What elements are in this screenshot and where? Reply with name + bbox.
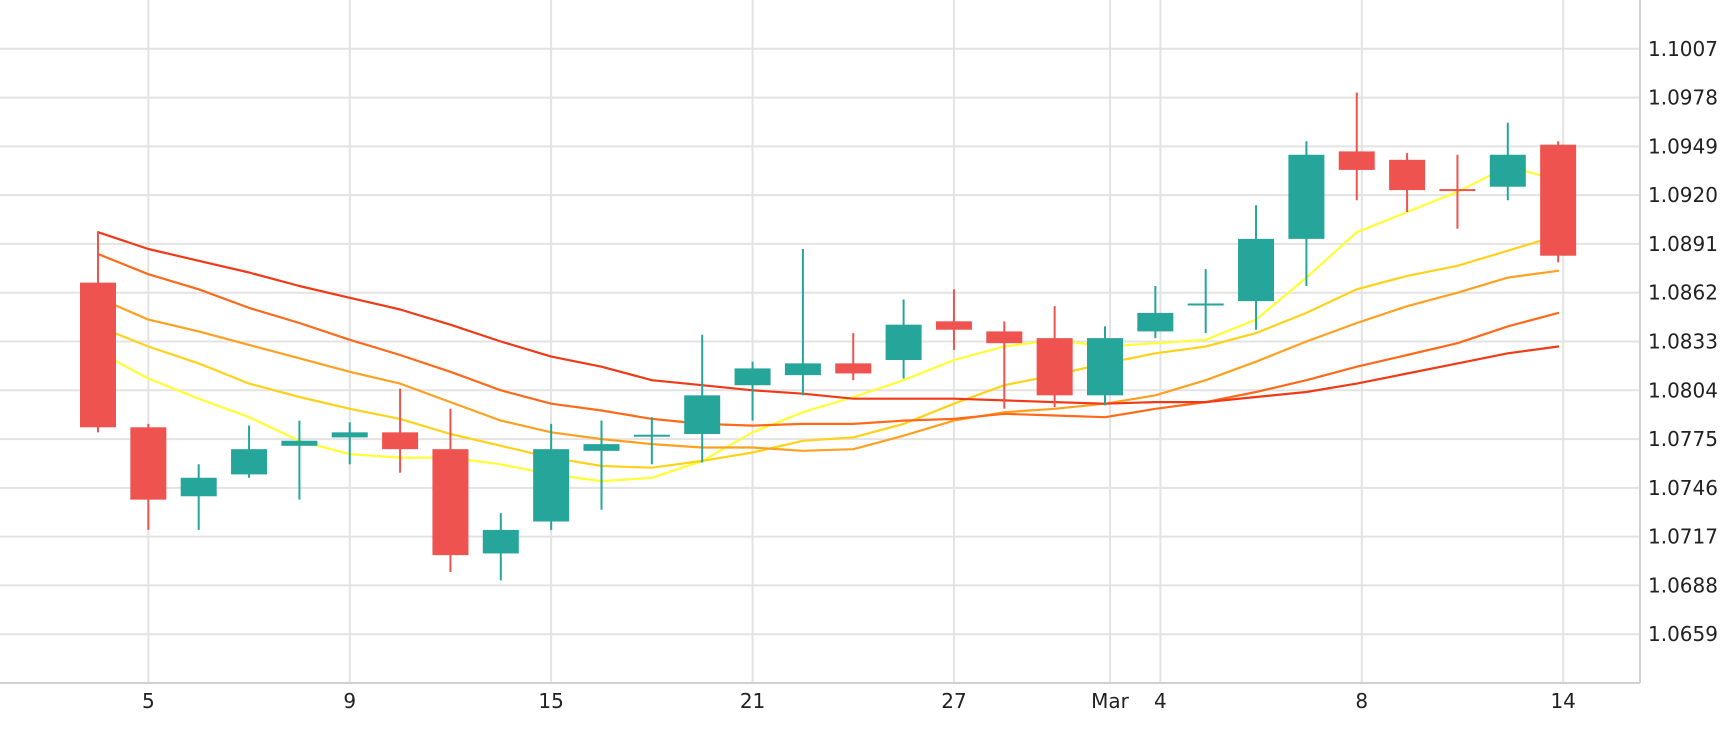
candle — [1389, 153, 1426, 212]
candle — [1036, 306, 1073, 408]
moving-average-line — [96, 269, 1560, 452]
candle — [885, 299, 922, 379]
candle-body — [281, 440, 318, 446]
candle — [482, 513, 519, 581]
y-tick-label: 1.0920 — [1648, 183, 1718, 207]
y-tick-label: 1.0978 — [1648, 86, 1718, 110]
candle — [835, 333, 872, 381]
candle — [1187, 269, 1224, 334]
y-tick-label: 1.0949 — [1648, 134, 1718, 158]
grid — [0, 0, 1640, 683]
candle — [432, 408, 469, 572]
candle-body — [1389, 159, 1426, 191]
candle-body — [130, 427, 167, 500]
candle-body — [986, 331, 1023, 344]
x-axis-tick-labels: 5 9 15 21 27 Mar 4 8 14 — [142, 689, 1576, 713]
candle — [331, 422, 368, 465]
candle-body — [1338, 151, 1375, 170]
y-tick-label: 1.0833 — [1648, 330, 1718, 354]
candle — [1439, 154, 1476, 229]
y-tick-label: 1.0804 — [1648, 378, 1718, 402]
candle-body — [533, 449, 570, 522]
candle-body — [482, 529, 519, 554]
candle — [533, 423, 570, 530]
candle-body — [1540, 144, 1577, 256]
candle — [935, 289, 972, 350]
candle — [1338, 92, 1375, 201]
candle — [180, 464, 217, 530]
candle-body — [1187, 303, 1224, 306]
axes — [0, 0, 1641, 684]
candle-body — [1238, 238, 1275, 302]
candle — [80, 232, 116, 433]
x-tick-label: 21 — [740, 689, 765, 713]
moving-average-line — [96, 234, 1560, 469]
moving-average-line — [96, 231, 1560, 405]
candle — [130, 423, 167, 530]
candle-body — [784, 363, 821, 376]
y-tick-label: 1.0862 — [1648, 281, 1718, 305]
x-tick-label: 14 — [1550, 689, 1575, 713]
candle — [1087, 326, 1123, 406]
candle-body — [432, 449, 469, 556]
candle-body — [684, 395, 721, 435]
candle-body — [1489, 154, 1526, 187]
candles — [80, 92, 1577, 581]
candle — [1238, 205, 1275, 330]
x-tick-label: 8 — [1355, 689, 1368, 713]
candle-body — [633, 434, 670, 437]
y-tick-label: 1.0659 — [1648, 622, 1718, 646]
y-tick-label: 1.0746 — [1648, 476, 1718, 500]
candle-body — [935, 321, 972, 330]
moving-average-line — [96, 165, 1560, 483]
candle-body — [231, 449, 268, 475]
candle-body — [1036, 338, 1073, 396]
candle-body — [331, 432, 368, 438]
candle — [1137, 285, 1174, 339]
x-tick-label: Mar — [1091, 689, 1130, 713]
candle-body — [583, 444, 620, 451]
candle-body — [1087, 338, 1123, 396]
candle-body — [734, 368, 771, 386]
x-tick-label: 9 — [343, 689, 356, 713]
x-tick-label: 15 — [538, 689, 563, 713]
moving-average-line — [96, 252, 1560, 427]
candle-body — [835, 363, 872, 374]
candle-body — [382, 432, 419, 450]
candle-body — [180, 477, 217, 497]
candle — [382, 388, 419, 473]
x-tick-label: 27 — [941, 689, 966, 713]
candle — [734, 361, 771, 421]
candle — [231, 425, 268, 478]
candle-body — [1137, 312, 1174, 332]
candle — [1489, 122, 1526, 201]
y-tick-label: 1.0717 — [1648, 525, 1718, 549]
candle-body — [885, 324, 922, 361]
y-tick-label: 1.1007 — [1648, 37, 1718, 61]
candle-body — [80, 282, 116, 428]
y-axis-tick-labels: 1.1007 1.0978 1.0949 1.0920 1.0891 1.0862 1.08… — [1648, 37, 1718, 646]
candle — [281, 420, 318, 500]
moving-average-lines — [96, 165, 1560, 483]
candle-body — [1439, 189, 1476, 192]
candle — [784, 248, 821, 396]
candle — [1540, 141, 1577, 263]
y-tick-label: 1.0891 — [1648, 232, 1718, 256]
x-tick-label: 5 — [142, 689, 155, 713]
y-tick-label: 1.0775 — [1648, 427, 1718, 451]
candle-body — [1288, 154, 1325, 239]
candle — [633, 417, 670, 465]
y-tick-label: 1.0688 — [1648, 573, 1718, 597]
x-tick-label: 4 — [1154, 689, 1167, 713]
candle — [1288, 141, 1325, 286]
candle — [986, 321, 1023, 409]
candle — [583, 420, 620, 510]
candle — [684, 334, 721, 463]
